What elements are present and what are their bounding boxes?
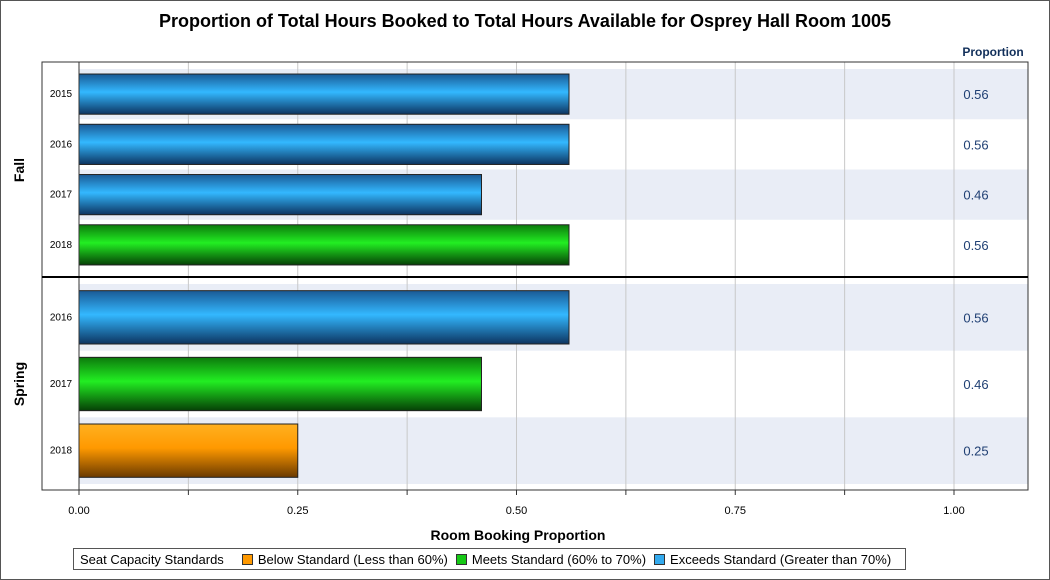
bar-fall-2018 xyxy=(78,224,570,266)
category-label: 2017 xyxy=(50,190,73,201)
value-label: 0.56 xyxy=(963,87,988,102)
group-label-spring: Spring xyxy=(11,362,27,406)
value-label: 0.56 xyxy=(963,238,988,253)
bars xyxy=(78,73,570,478)
category-label: 2016 xyxy=(50,139,73,150)
labels: 2015 0.56 2016 0.56 2017 0.46 2018 0.56 Fall 2016… xyxy=(11,87,989,517)
axes xyxy=(41,61,1029,495)
legend-item-exceeds: Exceeds Standard (Greater than 70%) xyxy=(654,552,891,567)
group-label-fall: Fall xyxy=(11,158,27,182)
legend-swatch-below xyxy=(241,553,253,565)
value-label: 0.46 xyxy=(963,188,988,203)
bar-spring-2018 xyxy=(78,423,299,478)
x-axis-label: Room Booking Proportion xyxy=(431,527,606,543)
legend: Seat Capacity Standards Below Standard (… xyxy=(73,548,907,570)
legend-label-exceeds: Exceeds Standard (Greater than 70%) xyxy=(670,551,892,567)
value-column-header: Proportion xyxy=(962,45,1023,59)
x-tick-label: 0.00 xyxy=(68,505,89,517)
chart-title: Proportion of Total Hours Booked to Tota… xyxy=(159,11,891,31)
legend-item-meets: Meets Standard (60% to 70%) xyxy=(455,551,647,567)
bar-spring-2016 xyxy=(78,290,570,345)
legend-title: Seat Capacity Standards xyxy=(80,551,224,567)
x-tick-label: 0.75 xyxy=(725,505,746,517)
bar-spring-2017 xyxy=(78,356,482,412)
legend-label-below: Below Standard (Less than 60%) xyxy=(257,551,448,567)
bar-fall-2015 xyxy=(78,73,570,115)
legend-item-below: Below Standard (Less than 60%) xyxy=(241,551,448,567)
value-label: 0.56 xyxy=(963,310,988,325)
value-label: 0.46 xyxy=(963,377,988,392)
legend-swatch-meets xyxy=(455,553,467,565)
category-label: 2016 xyxy=(50,312,73,323)
legend-label-meets: Meets Standard (60% to 70%) xyxy=(471,551,647,567)
x-tick-label: 0.50 xyxy=(506,505,527,517)
x-tick-label: 1.00 xyxy=(943,505,964,517)
x-tick-label: 0.25 xyxy=(287,505,308,517)
legend-swatch-exceeds xyxy=(654,553,666,565)
category-label: 2015 xyxy=(50,89,73,100)
value-label: 0.25 xyxy=(963,444,988,459)
bar-fall-2017 xyxy=(78,174,482,216)
bar-fall-2016 xyxy=(78,123,570,165)
category-label: 2017 xyxy=(50,379,73,390)
value-label: 0.56 xyxy=(963,137,988,152)
category-label: 2018 xyxy=(50,240,73,251)
category-label: 2018 xyxy=(50,446,73,457)
